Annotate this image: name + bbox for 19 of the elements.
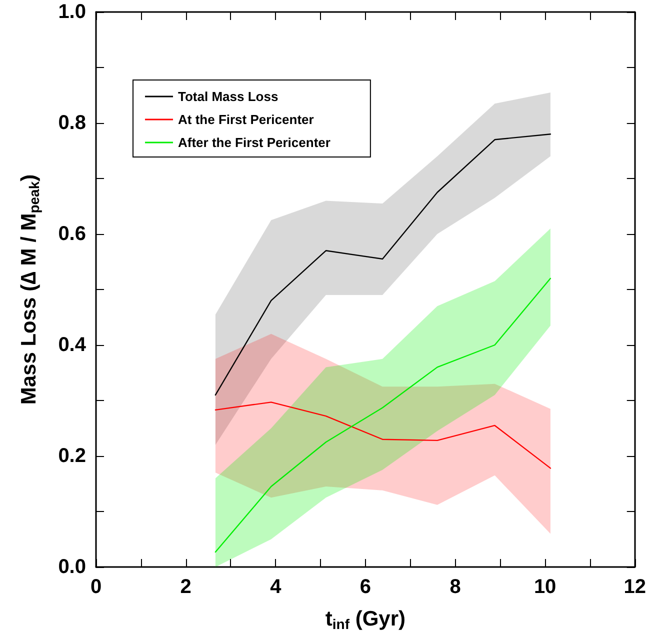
y-tick-label: 1.0: [58, 1, 86, 23]
y-tick-label: 0.0: [58, 556, 86, 578]
x-tick-label: 6: [360, 576, 371, 598]
x-tick-label: 4: [270, 576, 282, 598]
x-tick-label: 12: [624, 576, 646, 598]
x-tick-label: 0: [90, 576, 102, 598]
legend-label: At the First Pericenter: [178, 112, 314, 127]
line-series: [214, 402, 552, 469]
y-axis-title: Mass Loss (∆ M / Mpeak): [18, 174, 42, 405]
line-series: [214, 278, 552, 553]
x-tick-label: 10: [534, 576, 556, 598]
y-tick-label: 0.2: [58, 445, 86, 467]
y-tick-label: 0.6: [58, 223, 86, 245]
x-tick-label: 8: [450, 576, 461, 598]
y-tick-label: 0.4: [58, 334, 87, 356]
x-tick-label: 2: [180, 576, 192, 598]
y-tick-label: 0.8: [58, 112, 86, 134]
legend-label: Total Mass Loss: [178, 89, 278, 104]
legend-label: After the First Pericenter: [178, 135, 330, 150]
